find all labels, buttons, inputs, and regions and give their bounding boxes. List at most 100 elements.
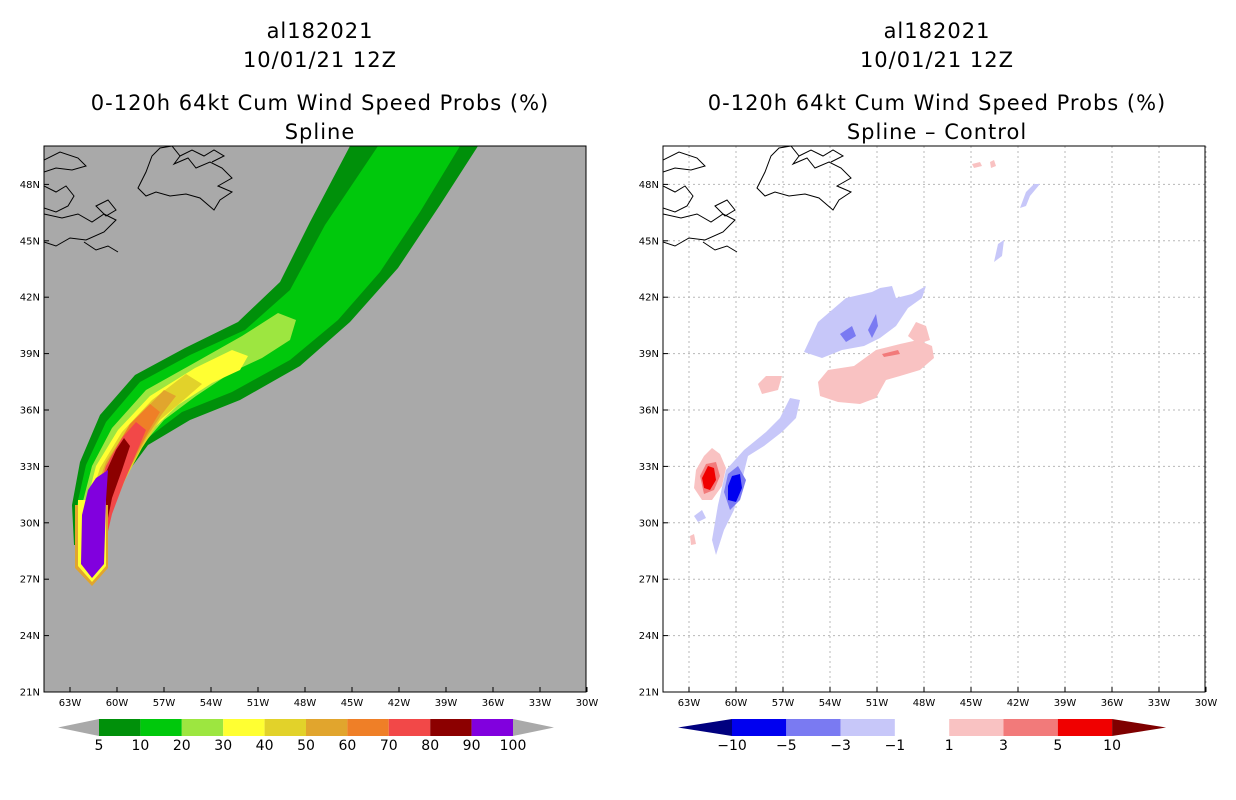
lat-tick-label: 39N (639, 349, 659, 360)
colorbar-high-arrow (513, 719, 554, 736)
right-map: 63W 60W 57W 54W 51W 48W 45W 42W 39W 36W 33W 30W 21N 2… (639, 145, 1218, 709)
colorbar-segment (264, 719, 306, 736)
right-axis-ticks: 63W 60W 57W 54W 51W 48W 45W 42W 39W 36W 33W 30W 21N 2… (639, 180, 1218, 709)
colorbar-label: 70 (380, 738, 398, 754)
lon-tick-label: 60W (725, 698, 748, 709)
lon-tick-label: 51W (247, 698, 270, 709)
left-map: 63W 60W 57W 54W 51W 48W 45W 42W 39W 36W 33W 30W 21N 2… (20, 145, 599, 709)
colorbar-segment (99, 719, 141, 736)
colorbar-label: −1 (885, 738, 906, 754)
diff-pos-speck-a (972, 162, 982, 168)
lon-tick-label: 57W (772, 698, 795, 709)
lat-tick-label: 24N (20, 631, 40, 642)
colorbar-segment (894, 719, 950, 736)
diff-neg-north-b (994, 240, 1004, 262)
lat-tick-label: 33N (639, 462, 659, 473)
swath-90-100 (81, 470, 108, 578)
left-datetime: 10/01/21 12Z (242, 48, 398, 72)
diff-pos-band-mid (758, 376, 782, 394)
colorbar-segment (347, 719, 389, 736)
colorbar-segment (840, 719, 895, 736)
left-coastline (44, 146, 234, 253)
colorbar-label: 20 (173, 738, 191, 754)
lon-tick-label: 48W (294, 698, 317, 709)
lat-tick-label: 45N (20, 236, 40, 247)
lat-tick-label: 36N (639, 406, 659, 417)
lat-tick-label: 39N (20, 349, 40, 360)
lat-tick-label: 24N (639, 631, 659, 642)
left-axis-ticks: 63W 60W 57W 54W 51W 48W 45W 42W 39W 36W 33W 30W 21N 2… (20, 180, 599, 709)
right-map-gridlines (663, 146, 1207, 692)
lon-tick-label: 39W (1054, 698, 1077, 709)
right-subtitle: Spline – Control (846, 120, 1028, 144)
lat-tick-label: 48N (639, 180, 659, 191)
lon-tick-label: 33W (1148, 698, 1171, 709)
colorbar-label: 100 (500, 738, 527, 754)
colorbar-segment (140, 719, 182, 736)
right-difference-field (690, 160, 1040, 555)
diff-pos-band-upper (818, 340, 934, 404)
lon-tick-label: 30W (1195, 698, 1218, 709)
colorbar-label: 3 (999, 738, 1008, 754)
colorbar-label: 80 (421, 738, 439, 754)
lat-tick-label: 36N (20, 406, 40, 417)
diff-pos-core-lower (702, 466, 716, 490)
colorbar-segment (471, 719, 513, 736)
colorbar-segment (1057, 719, 1113, 736)
lon-tick-label: 45W (960, 698, 983, 709)
colorbar-label: 5 (1053, 738, 1062, 754)
left-probability-swath (72, 146, 478, 586)
left-panel-title: al182021 10/01/21 12Z 0-120h 64kt Cum Wi… (40, 17, 600, 147)
colorbar-label: −5 (776, 738, 797, 754)
lon-tick-label: 39W (435, 698, 458, 709)
right-colorbar: −10 −5 −3 −1 1 3 5 10 (678, 719, 1167, 754)
lat-tick-label: 48N (20, 180, 40, 191)
lat-tick-label: 21N (20, 688, 40, 699)
lat-tick-label: 42N (639, 293, 659, 304)
colorbar-label: 50 (297, 738, 315, 754)
lon-tick-label: 45W (341, 698, 364, 709)
colorbar-low-arrow (58, 719, 99, 736)
colorbar-segment (388, 719, 431, 736)
lon-tick-label: 42W (1007, 698, 1030, 709)
lat-tick-label: 27N (639, 575, 659, 586)
lon-tick-label: 54W (200, 698, 223, 709)
colorbar-segment (430, 719, 472, 736)
diff-neg-north-a (1020, 184, 1040, 208)
lon-tick-label: 33W (529, 698, 552, 709)
colorbar-label: 30 (214, 738, 232, 754)
colorbar-label: 5 (95, 738, 104, 754)
colorbar-segment (949, 719, 1004, 736)
lat-tick-label: 30N (20, 518, 40, 529)
left-colorbar: 5 10 20 30 40 50 60 70 80 90 100 (58, 719, 554, 754)
lon-tick-label: 60W (106, 698, 129, 709)
left-subtitle: Spline (284, 120, 356, 144)
left-storm-id: al182021 (266, 19, 374, 43)
lon-tick-label: 42W (388, 698, 411, 709)
colorbar-label: −3 (830, 738, 851, 754)
lon-tick-label: 51W (866, 698, 889, 709)
lon-tick-label: 30W (576, 698, 599, 709)
colorbar-segment (1003, 719, 1058, 736)
right-coastline (663, 146, 853, 253)
lon-tick-label: 63W (59, 698, 82, 709)
lon-tick-label: 57W (153, 698, 176, 709)
colorbar-label: 1 (945, 738, 954, 754)
lat-tick-label: 33N (20, 462, 40, 473)
colorbar-label: 90 (463, 738, 481, 754)
lon-tick-label: 54W (819, 698, 842, 709)
colorbar-low-arrow (678, 719, 732, 736)
right-storm-id: al182021 (883, 19, 991, 43)
right-product-title: 0-120h 64kt Cum Wind Speed Probs (%) (707, 91, 1167, 115)
colorbar-label: 10 (131, 738, 149, 754)
lat-tick-label: 42N (20, 293, 40, 304)
colorbar-segment (223, 719, 265, 736)
right-map-background (663, 146, 1205, 692)
diff-pos-core-upper (882, 350, 900, 357)
right-panel-title: al182021 10/01/21 12Z 0-120h 64kt Cum Wi… (657, 17, 1217, 147)
lon-tick-label: 48W (913, 698, 936, 709)
colorbar-label: −10 (717, 738, 747, 754)
left-product-title: 0-120h 64kt Cum Wind Speed Probs (%) (90, 91, 550, 115)
diff-neg-core-lower (728, 474, 742, 502)
colorbar-segment (786, 719, 841, 736)
